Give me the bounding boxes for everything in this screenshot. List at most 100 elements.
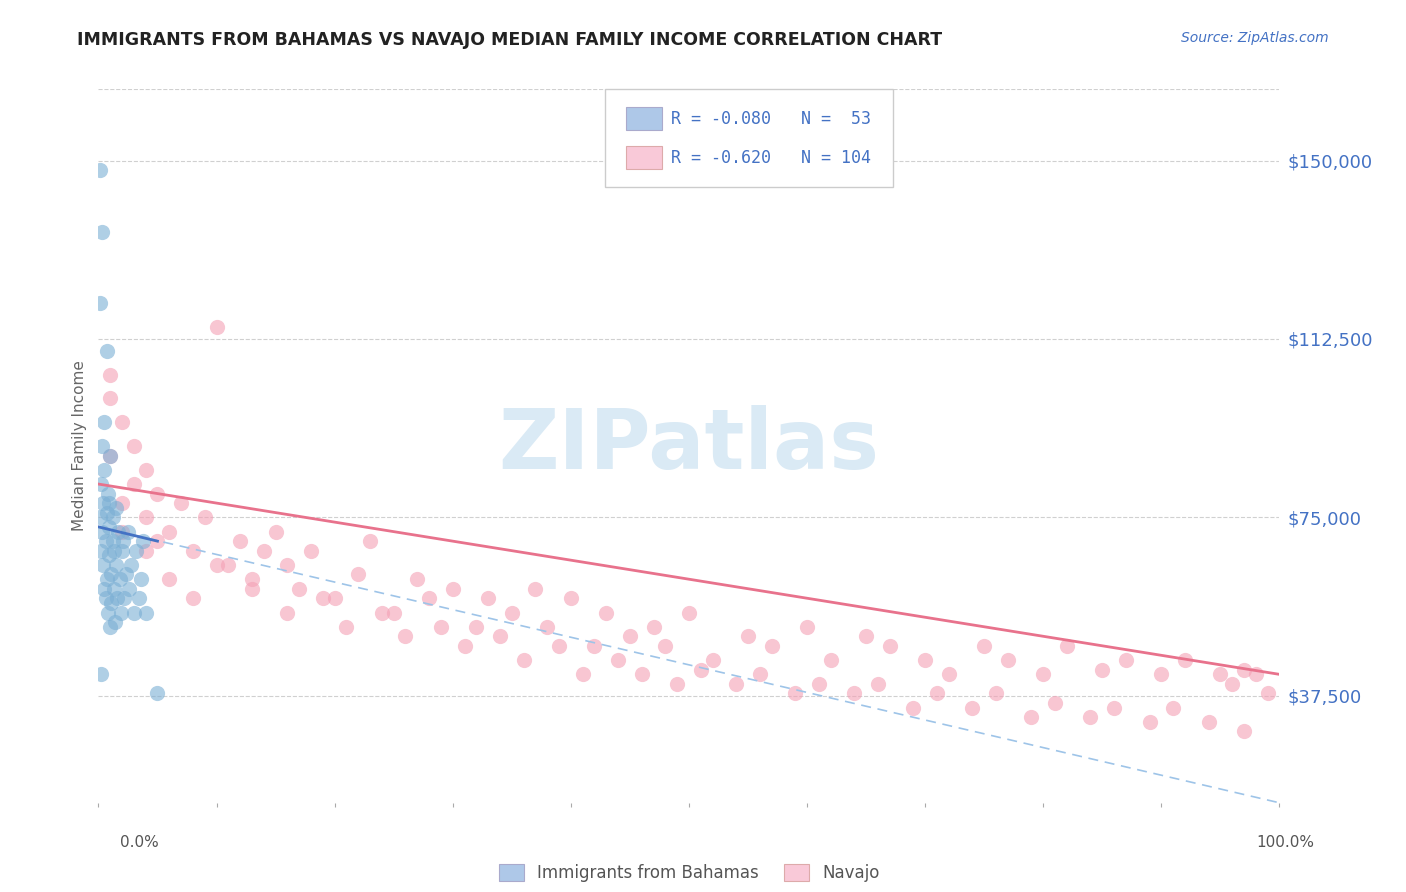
Point [264,524,287,539]
Point [96,506,118,520]
Point [595,606,617,620]
Point [100,596,122,610]
Point [135,543,157,558]
Point [122,606,145,620]
Point [98,496,121,510]
Point [276,606,298,620]
Y-axis label: Median Family Income: Median Family Income [72,360,87,532]
Point [108,572,131,586]
Text: R = -0.080   N =  53: R = -0.080 N = 53 [671,110,870,128]
Point [105,591,128,606]
Point [371,606,394,620]
Point [94,591,117,606]
Point [117,524,139,539]
Point [90,543,112,558]
Point [181,591,204,606]
Point [1115,653,1137,667]
Point [453,639,475,653]
Point [643,620,665,634]
Point [903,700,925,714]
Point [359,534,381,549]
Point [89,163,111,178]
Point [560,591,582,606]
Point [157,572,180,586]
Text: ZIPatlas: ZIPatlas [499,406,879,486]
Point [104,615,127,629]
Text: 0.0%: 0.0% [120,836,159,850]
Point [1257,686,1279,700]
Point [465,620,488,634]
Point [524,582,547,596]
Point [1080,710,1102,724]
Point [135,510,157,524]
Point [1102,700,1125,714]
Point [111,524,134,539]
Point [135,606,157,620]
Point [689,663,711,677]
Point [125,543,148,558]
Point [1150,667,1173,681]
Point [93,415,115,429]
Point [984,686,1007,700]
Point [181,543,204,558]
Point [962,700,984,714]
Point [489,629,512,643]
Point [97,606,120,620]
Point [98,449,121,463]
Point [1233,663,1256,677]
Point [98,392,121,406]
Point [654,639,676,653]
Point [844,686,866,700]
Point [94,534,117,549]
Point [128,591,150,606]
Point [135,463,157,477]
Point [122,477,145,491]
Point [114,567,136,582]
Point [820,653,842,667]
Point [548,639,571,653]
Point [98,368,121,382]
Point [997,653,1019,667]
Point [796,620,818,634]
Point [785,686,807,700]
Point [194,510,217,524]
Point [288,582,311,596]
Point [89,296,111,310]
Point [157,524,180,539]
Point [855,629,877,643]
Point [1139,714,1161,729]
Point [240,572,263,586]
Point [1220,677,1243,691]
Point [105,500,128,515]
Point [205,320,228,334]
Point [666,677,689,691]
Point [217,558,239,572]
Point [96,572,118,586]
Point [229,534,252,549]
Point [100,567,122,582]
Point [512,653,534,667]
Point [276,558,298,572]
Point [93,463,115,477]
Point [97,486,120,500]
Point [170,496,193,510]
Point [93,582,115,596]
Point [299,543,322,558]
Text: Source: ZipAtlas.com: Source: ZipAtlas.com [1181,31,1329,45]
Point [347,567,370,582]
Text: R = -0.620   N = 104: R = -0.620 N = 104 [671,149,870,167]
Point [1043,696,1066,710]
Point [630,667,652,681]
Point [91,496,114,510]
Point [90,667,112,681]
Point [866,677,889,691]
Point [1198,714,1220,729]
Point [103,543,125,558]
Point [91,225,114,239]
Point [1209,667,1232,681]
Point [111,543,134,558]
Point [441,582,464,596]
Point [91,558,114,572]
Point [129,572,152,586]
Point [101,510,124,524]
